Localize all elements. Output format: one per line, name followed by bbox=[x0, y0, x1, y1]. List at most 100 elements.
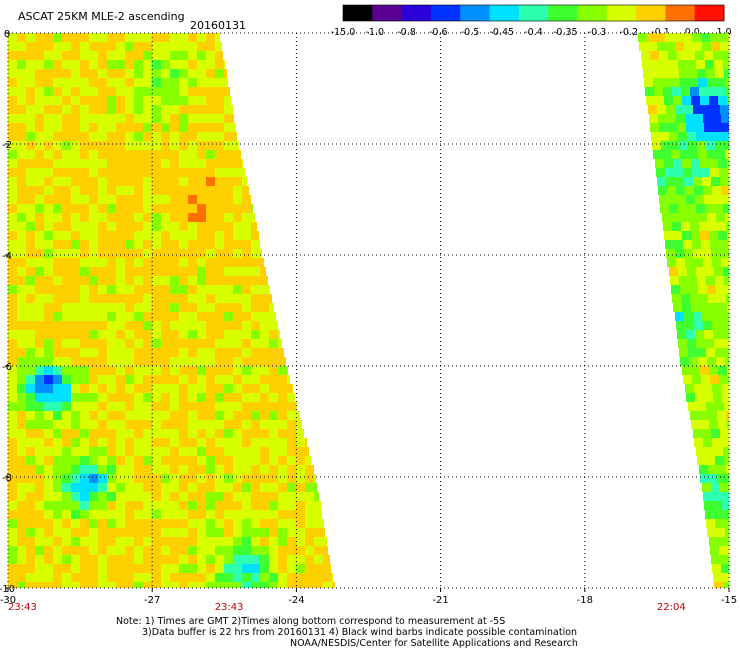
swath-cell bbox=[143, 474, 152, 483]
swath-cell bbox=[233, 312, 242, 321]
swath-cell bbox=[251, 492, 260, 501]
swath-cell bbox=[693, 42, 702, 51]
swath-cell bbox=[170, 474, 179, 483]
swath-cell bbox=[242, 501, 251, 510]
swath-cell bbox=[712, 492, 721, 501]
swath-cell bbox=[26, 150, 35, 159]
swath-cell bbox=[170, 123, 179, 132]
swath-cell bbox=[714, 204, 723, 213]
note-line-1: Note: 1) Times are GMT 2)Times along bot… bbox=[116, 616, 506, 627]
swath-cell bbox=[215, 501, 224, 510]
swath-cell bbox=[197, 411, 206, 420]
swath-cell bbox=[98, 186, 107, 195]
swath-cell bbox=[179, 456, 188, 465]
swath-cell bbox=[98, 69, 107, 78]
swath-cell bbox=[278, 402, 287, 411]
swath-cell bbox=[269, 348, 278, 357]
swath-cell bbox=[251, 546, 260, 555]
swath-cell bbox=[170, 294, 179, 303]
swath-cell bbox=[197, 492, 206, 501]
swath-cell bbox=[215, 537, 224, 546]
swath-cell bbox=[116, 249, 125, 258]
swath-cell bbox=[700, 159, 709, 168]
swath-cell bbox=[53, 168, 62, 177]
swath-cell bbox=[707, 528, 716, 537]
swath-cell bbox=[116, 402, 125, 411]
swath-cell bbox=[134, 42, 143, 51]
swath-cell bbox=[134, 195, 143, 204]
swath-cell bbox=[224, 240, 233, 249]
swath-cell bbox=[709, 96, 718, 105]
swath-cell bbox=[35, 231, 44, 240]
swath-cell bbox=[716, 528, 725, 537]
swath-cell bbox=[53, 465, 62, 474]
swath-cell bbox=[116, 573, 125, 582]
swath-cell bbox=[152, 510, 161, 519]
swath-cell bbox=[98, 240, 107, 249]
swath-cell bbox=[26, 555, 35, 564]
swath-cell bbox=[323, 537, 327, 546]
swath-cell bbox=[722, 393, 729, 402]
swath-cell bbox=[26, 51, 35, 60]
swath-cell bbox=[116, 303, 125, 312]
swath-cell bbox=[161, 105, 170, 114]
swath-cell bbox=[722, 195, 729, 204]
swath-cell bbox=[269, 285, 270, 294]
swath-cell bbox=[188, 150, 197, 159]
swath-cell bbox=[71, 456, 80, 465]
swath-cell bbox=[53, 555, 62, 564]
swath-cell bbox=[62, 105, 71, 114]
swath-cell bbox=[693, 105, 702, 114]
swath-cell bbox=[62, 339, 71, 348]
swath-cell bbox=[197, 573, 206, 582]
swath-cell bbox=[17, 465, 26, 474]
swath-cell bbox=[98, 357, 107, 366]
swath-cell bbox=[71, 276, 80, 285]
swath-cell bbox=[278, 420, 287, 429]
swath-cell bbox=[179, 420, 188, 429]
swath-cell bbox=[170, 258, 179, 267]
swath-cell bbox=[206, 78, 215, 87]
swath-cell bbox=[713, 393, 722, 402]
swath-cell bbox=[179, 573, 188, 582]
swath-cell bbox=[134, 240, 143, 249]
swath-cell bbox=[35, 141, 44, 150]
swath-cell bbox=[53, 357, 62, 366]
swath-cell bbox=[35, 60, 44, 69]
swath-cell bbox=[89, 510, 98, 519]
swath-cell bbox=[709, 231, 718, 240]
swath-cell bbox=[188, 114, 197, 123]
swath-cell bbox=[26, 132, 35, 141]
swath-cell bbox=[638, 33, 647, 42]
swath-cell bbox=[224, 204, 233, 213]
swath-cell bbox=[8, 555, 17, 564]
swath-cell bbox=[251, 420, 260, 429]
swath-cell bbox=[8, 384, 17, 393]
swath-cell bbox=[714, 267, 723, 276]
swath-cell bbox=[215, 231, 224, 240]
swath-cell bbox=[170, 420, 179, 429]
swath-cell bbox=[143, 312, 152, 321]
swath-cell bbox=[125, 564, 134, 573]
swath-cell bbox=[197, 267, 206, 276]
swath-cell bbox=[71, 348, 80, 357]
swath-cell bbox=[161, 564, 170, 573]
swath-cell bbox=[188, 330, 197, 339]
swath-cell bbox=[134, 51, 143, 60]
swath-cell bbox=[98, 159, 107, 168]
swath-cell bbox=[134, 528, 143, 537]
swath-cell bbox=[80, 438, 89, 447]
swath-cell bbox=[89, 402, 98, 411]
swath-cell bbox=[53, 411, 62, 420]
swath-cell bbox=[107, 438, 116, 447]
swath-cell bbox=[305, 582, 314, 588]
swath-cell bbox=[215, 438, 224, 447]
swath-cell bbox=[35, 393, 44, 402]
swath-cell bbox=[143, 330, 152, 339]
swath-cell bbox=[71, 555, 80, 564]
swath-cell bbox=[645, 87, 654, 96]
swath-cell bbox=[179, 204, 188, 213]
swath-cell bbox=[188, 222, 197, 231]
swath-cell bbox=[188, 411, 197, 420]
